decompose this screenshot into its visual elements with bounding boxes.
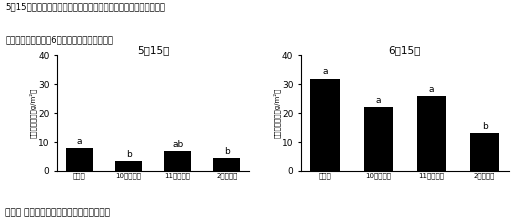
Bar: [115, 161, 142, 171]
Bar: [310, 79, 340, 171]
Bar: [66, 148, 93, 171]
Text: 5月15日の調査終了後、飼料用とうもろこ播種に伴う春耕として、: 5月15日の調査終了後、飼料用とうもろこ播種に伴う春耕として、: [5, 2, 165, 11]
Text: a: a: [77, 137, 82, 146]
Y-axis label: 地上部重（乾物g/m²）: 地上部重（乾物g/m²）: [29, 88, 36, 138]
Y-axis label: 地上部重（乾物g/m²）: 地上部重（乾物g/m²）: [273, 88, 280, 138]
Bar: [364, 107, 393, 171]
Bar: [417, 96, 446, 171]
Text: b: b: [482, 122, 487, 131]
Bar: [470, 133, 499, 171]
Text: 図２． 秋耕が翔年の地上部重に及ぼす影響: 図２． 秋耕が翔年の地上部重に及ぼす影響: [5, 208, 110, 218]
Title: 5月15日: 5月15日: [137, 45, 169, 55]
Text: b: b: [224, 147, 230, 156]
Bar: [213, 158, 240, 171]
Text: a: a: [375, 96, 381, 105]
Text: a: a: [429, 85, 434, 94]
Title: 6月15日: 6月15日: [389, 45, 421, 55]
Text: a: a: [322, 67, 328, 76]
Text: b: b: [126, 150, 131, 159]
Bar: [164, 151, 191, 171]
Text: 全区で耕起を行い、6月５日に再び調査した。: 全区で耕起を行い、6月５日に再び調査した。: [5, 36, 113, 45]
Text: ab: ab: [172, 140, 183, 149]
